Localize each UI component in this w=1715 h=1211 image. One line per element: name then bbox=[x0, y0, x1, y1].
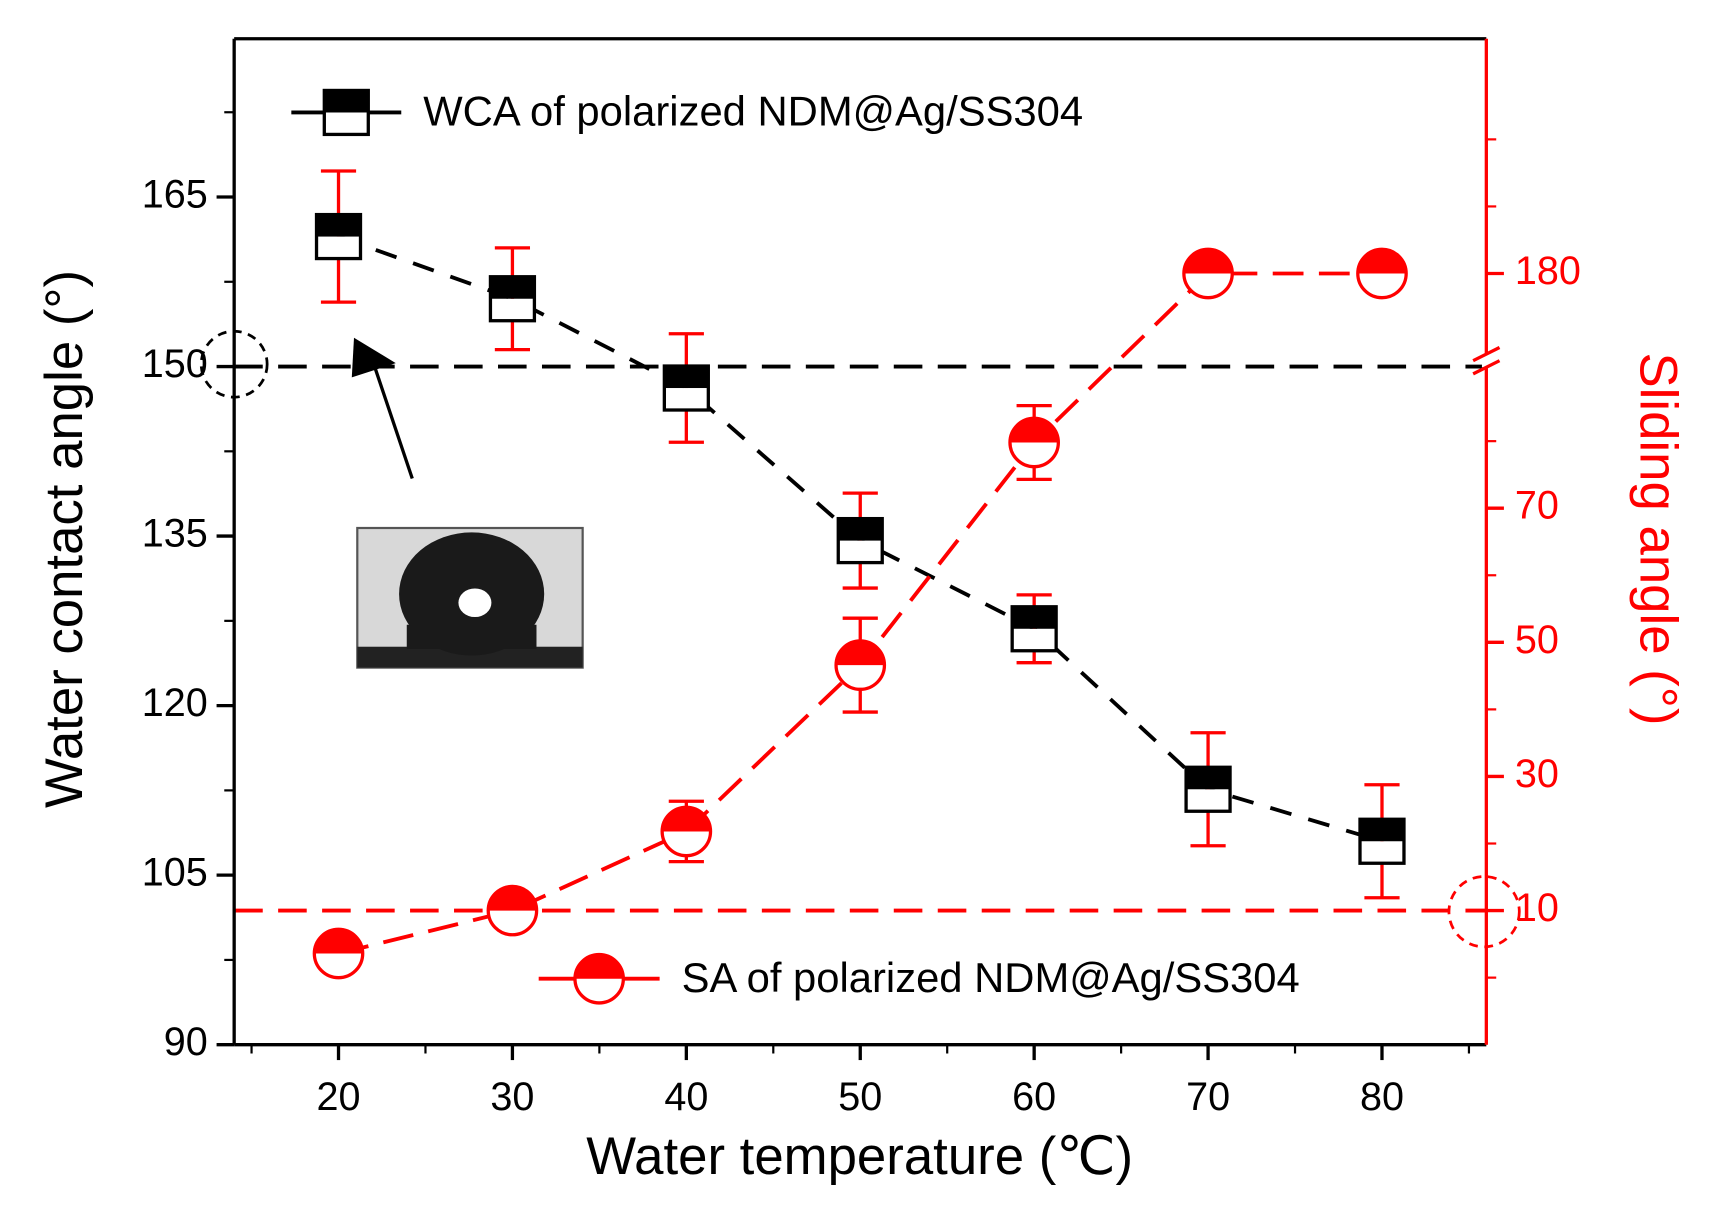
marker-outline bbox=[573, 952, 625, 1005]
marker-top bbox=[314, 929, 363, 954]
square-marker bbox=[662, 364, 710, 412]
marker-top bbox=[1009, 418, 1059, 443]
marker-top bbox=[488, 886, 537, 911]
circle-marker bbox=[573, 952, 625, 1005]
marker-outline bbox=[836, 516, 884, 565]
marker-outline bbox=[486, 884, 539, 937]
marker-bottom bbox=[1186, 789, 1231, 812]
marker-top bbox=[1357, 249, 1407, 274]
circle-marker bbox=[834, 639, 887, 691]
marker-top bbox=[324, 90, 369, 113]
circle-marker bbox=[1182, 247, 1234, 300]
annotation-arrow bbox=[351, 337, 414, 480]
y-tick-label: 150 bbox=[142, 342, 208, 386]
y-tick-label: 165 bbox=[142, 172, 208, 216]
x-tick-label: 40 bbox=[664, 1075, 708, 1119]
x-tick-label: 30 bbox=[490, 1075, 534, 1119]
square-marker bbox=[1358, 817, 1406, 865]
circle-marker bbox=[1008, 416, 1060, 469]
marker-top bbox=[490, 276, 535, 299]
x-tick-label: 60 bbox=[1012, 1075, 1056, 1119]
marker-bottom bbox=[324, 112, 369, 135]
marker-outline bbox=[322, 88, 370, 137]
y2-tick-label: 10 bbox=[1515, 886, 1559, 930]
marker-outline bbox=[660, 805, 713, 858]
y-tick-label: 135 bbox=[142, 512, 208, 556]
marker-bottom bbox=[1012, 628, 1057, 651]
x-tick-label: 50 bbox=[838, 1075, 882, 1119]
x-tick-label: 70 bbox=[1186, 1075, 1230, 1119]
y2-tick-label: 50 bbox=[1515, 618, 1559, 662]
marker-bottom bbox=[664, 388, 709, 411]
marker-outline bbox=[488, 275, 537, 323]
marker-outline bbox=[1356, 247, 1408, 300]
inset-photo bbox=[356, 526, 584, 669]
square-marker bbox=[1010, 605, 1058, 653]
y-tick-label: 105 bbox=[142, 851, 208, 895]
marker-outline bbox=[314, 212, 363, 261]
y2-axis-title: Sliding angle (°) bbox=[1629, 353, 1688, 726]
x-tick-label: 80 bbox=[1360, 1075, 1404, 1119]
y-tick-label: 120 bbox=[142, 681, 208, 725]
marker-top bbox=[1186, 767, 1231, 790]
circle-marker bbox=[312, 927, 365, 980]
axis-break-mark bbox=[1472, 346, 1501, 363]
legend-label: WCA of polarized NDM@Ag/SS304 bbox=[423, 88, 1083, 135]
y2-tick-label: 70 bbox=[1515, 484, 1559, 528]
marker-bottom bbox=[316, 236, 361, 259]
marker-outline bbox=[662, 364, 710, 412]
marker-top bbox=[1183, 249, 1233, 274]
square-marker bbox=[836, 516, 884, 565]
square-marker bbox=[488, 275, 537, 323]
marker-outline bbox=[1010, 605, 1058, 653]
marker-outline bbox=[312, 927, 365, 980]
axis-break-gap bbox=[1481, 354, 1491, 368]
x-axis-title: Water temperature (℃) bbox=[586, 1127, 1133, 1186]
marker-bottom bbox=[838, 540, 883, 563]
marker-outline bbox=[1182, 247, 1234, 300]
y-axis-title: Water contact angle (°) bbox=[35, 270, 94, 808]
marker-top bbox=[316, 214, 361, 237]
marker-top bbox=[838, 518, 883, 541]
marker-top bbox=[574, 954, 624, 979]
legend-label: SA of polarized NDM@Ag/SS304 bbox=[682, 954, 1300, 1001]
x-tick-label: 20 bbox=[317, 1075, 361, 1119]
square-marker bbox=[314, 212, 363, 261]
y2-tick-label: 180 bbox=[1515, 249, 1581, 293]
circle-marker bbox=[486, 884, 539, 937]
marker-top bbox=[662, 807, 711, 832]
marker-outline bbox=[1008, 416, 1060, 469]
marker-top bbox=[836, 640, 885, 666]
marker-top bbox=[1012, 606, 1057, 629]
marker-bottom bbox=[490, 298, 535, 321]
square-marker bbox=[1184, 765, 1232, 813]
marker-top bbox=[664, 366, 709, 389]
axis-break-mark bbox=[1472, 359, 1501, 376]
marker-outline bbox=[834, 639, 887, 691]
marker-outline bbox=[1358, 817, 1406, 865]
y-tick-label: 90 bbox=[164, 1020, 208, 1064]
marker-outline bbox=[1184, 765, 1232, 813]
marker-bottom bbox=[1359, 841, 1404, 864]
circle-marker bbox=[660, 805, 713, 858]
square-marker bbox=[322, 88, 370, 137]
marker-top bbox=[1359, 819, 1404, 842]
y2-tick-label: 30 bbox=[1515, 752, 1559, 796]
circle-marker bbox=[1356, 247, 1408, 300]
